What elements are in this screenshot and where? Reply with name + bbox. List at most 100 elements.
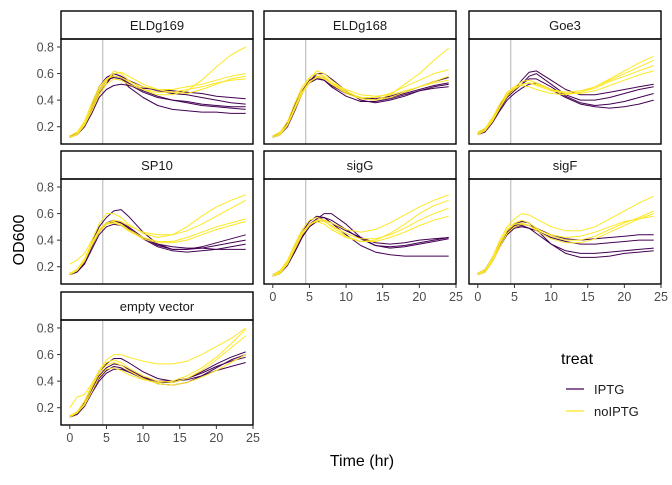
panel-strip	[263, 10, 457, 40]
series-line-noiptg	[69, 199, 246, 274]
panel-sp10: SP10 0.2 0.4 0.6 0.8	[37, 150, 254, 285]
x-tick-label: 25	[246, 431, 260, 445]
legend-title: treat	[561, 351, 594, 368]
x-tick-label: 15	[581, 290, 595, 304]
x-tick-label: 0	[66, 431, 73, 445]
panel-title: Goe3	[549, 18, 581, 33]
panel-empty-vector: empty vector 0.2 0.4 0.6 0.8 0 5 10 15 20 25	[37, 291, 260, 445]
series-line-iptg	[69, 83, 246, 138]
y-tick-label: 0.4	[37, 234, 54, 248]
x-tick-label: 10	[544, 290, 558, 304]
x-tick-label: 0	[269, 290, 276, 304]
series-line-iptg	[272, 215, 449, 276]
panel-border	[468, 38, 662, 145]
x-tick-label: 5	[511, 290, 518, 304]
panel-border	[468, 178, 662, 285]
x-tick-label: 15	[173, 431, 187, 445]
series-line-noiptg	[69, 71, 246, 138]
series-group	[69, 194, 246, 276]
x-tick-label: 20	[617, 290, 631, 304]
panel-border	[60, 178, 254, 285]
panel-strip	[468, 10, 662, 40]
series-line-noiptg	[272, 199, 449, 276]
panel-eldg168: ELDg168	[263, 10, 457, 145]
series-line-noiptg	[477, 213, 654, 276]
series-group	[272, 194, 449, 277]
x-axis-title: Time (hr)	[330, 453, 394, 470]
panel-border	[263, 38, 457, 145]
series-line-noiptg	[272, 207, 449, 277]
x-tick-label: 5	[306, 290, 313, 304]
series-line-noiptg	[477, 65, 654, 136]
series-line-iptg	[272, 73, 449, 138]
series-line-noiptg	[69, 73, 246, 137]
legend-label-noiptg: noIPTG	[594, 404, 639, 419]
panel-sigf: sigF 0 5 10 15 20 25	[468, 150, 668, 304]
series-line-noiptg	[477, 210, 654, 274]
series-line-noiptg	[69, 327, 246, 408]
panel-title: empty vector	[120, 299, 195, 314]
x-tick-label: 10	[136, 431, 150, 445]
series-line-noiptg	[69, 335, 247, 417]
panel-eldg169: ELDg169 0.2 0.4 0.6 0.8	[37, 10, 254, 145]
y-tick-label: 0.8	[37, 321, 54, 335]
panel-title: sigG	[347, 158, 374, 173]
series-line-noiptg	[272, 77, 449, 138]
panel-goe3: Goe3	[468, 10, 662, 145]
panel-border	[60, 319, 254, 426]
series-line-noiptg	[272, 69, 449, 137]
series-line-iptg	[69, 351, 246, 418]
series-line-noiptg	[477, 55, 654, 133]
panel-border	[60, 38, 254, 145]
series-line-noiptg	[69, 78, 246, 138]
x-tick-label: 15	[376, 290, 390, 304]
series-line-iptg	[69, 358, 246, 417]
panel-strip	[60, 150, 254, 180]
series-line-iptg	[69, 356, 246, 418]
y-tick-label: 0.2	[37, 260, 54, 274]
y-tick-label: 0.6	[37, 67, 54, 81]
series-line-iptg	[69, 219, 246, 274]
series-line-noiptg	[272, 215, 449, 276]
panel-strip	[60, 291, 254, 321]
series-line-noiptg	[69, 328, 247, 417]
y-tick-label: 0.2	[37, 120, 54, 134]
facet-panels: ELDg169 0.2 0.4 0.6 0.8 ELDg168 Goe3 SP10 0.2 0.4…	[37, 10, 668, 445]
panel-strip	[60, 10, 254, 40]
series-line-noiptg	[272, 194, 449, 277]
series-line-noiptg	[69, 354, 246, 418]
series-group	[477, 195, 654, 276]
series-group	[477, 55, 654, 136]
y-tick-label: 0.6	[37, 207, 54, 221]
panel-title: ELDg169	[130, 18, 184, 33]
x-tick-label: 0	[474, 290, 481, 304]
series-line-iptg	[477, 78, 654, 136]
series-line-noiptg	[69, 46, 246, 138]
panel-title: ELDg168	[333, 18, 387, 33]
x-tick-label: 25	[449, 290, 463, 304]
y-axis-title: OD600	[11, 215, 28, 266]
series-line-noiptg	[69, 221, 246, 276]
x-tick-label: 20	[209, 431, 223, 445]
x-tick-label: 10	[339, 290, 353, 304]
panel-sigg: sigG 0 5 10 15 20 25	[263, 150, 463, 304]
y-tick-label: 0.8	[37, 180, 54, 194]
series-line-noiptg	[477, 70, 654, 136]
series-group	[69, 327, 247, 418]
y-tick-label: 0.8	[37, 40, 54, 54]
panel-title: SP10	[141, 158, 173, 173]
x-tick-label: 25	[654, 290, 668, 304]
series-group	[69, 46, 246, 138]
series-line-iptg	[69, 221, 246, 276]
panel-title: sigF	[553, 158, 578, 173]
series-line-noiptg	[477, 215, 654, 276]
panel-border	[263, 178, 457, 285]
legend: treat IPTG noIPTG	[561, 351, 639, 419]
series-line-iptg	[477, 82, 654, 136]
series-line-noiptg	[69, 194, 246, 265]
series-line-noiptg	[477, 195, 654, 274]
panel-strip	[263, 150, 457, 180]
x-tick-label: 20	[412, 290, 426, 304]
